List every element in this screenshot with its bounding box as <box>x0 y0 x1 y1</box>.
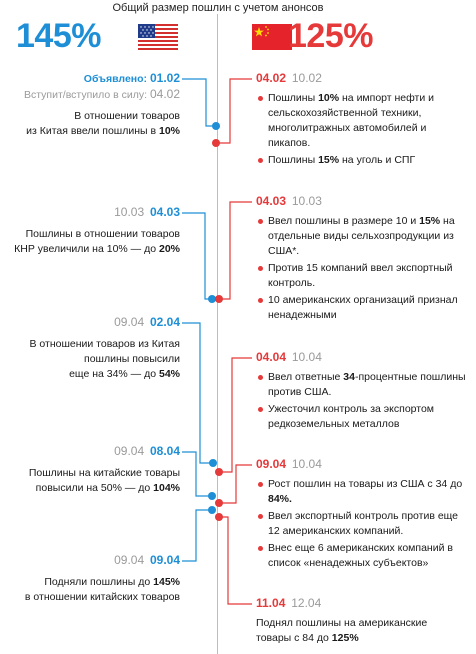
us-event-5: 09.04 09.04 Подняли пошлины до 145% в от… <box>8 553 180 605</box>
us-event-5-announced-date: 09.04 <box>149 553 180 567</box>
us-event-3-value: 54% <box>158 368 180 380</box>
us-event-4-text-a: Пошлины на китайские товары <box>28 467 180 479</box>
cn-event-3: 04.04 10.04 Ввел ответные 34-процентные … <box>256 350 470 432</box>
us-connector-3 <box>182 322 213 464</box>
us-event-4-announced-date: 08.04 <box>149 444 180 458</box>
us-dot-2 <box>208 295 216 303</box>
cn-event-2: 04.03 10.03 Ввел пошлины в размере 10 и … <box>256 194 470 323</box>
cn-event-5-line-b: товары с 84 до 125% <box>256 631 470 646</box>
cn-event-5-announced-date: 11.04 <box>256 596 286 610</box>
us-event-2-line-b: КНР увеличили на 10% — до 20% <box>8 242 180 257</box>
us-event-5-text-a: Подняли пошлины до <box>44 576 154 588</box>
us-event-1-effective-date: 04.02 <box>149 87 180 101</box>
us-event-3-text-c: еще на 34% — до <box>69 368 159 380</box>
us-event-3-effective-date: 09.04 <box>114 315 145 329</box>
cn-connector-2 <box>220 201 252 300</box>
us-event-1-value: 10% <box>158 125 180 137</box>
us-event-1-text-b: из Китая ввели пошлины в <box>26 125 159 137</box>
us-event-2-text-a: Пошлины в отношении товаров <box>25 228 180 240</box>
us-event-4-value: 104% <box>153 482 180 494</box>
us-flag-icon <box>138 24 178 50</box>
us-dot-1 <box>212 122 220 130</box>
us-event-1-effective-label: Вступит/вступило в силу: <box>23 89 148 101</box>
us-connector-1 <box>182 78 214 127</box>
cn-event-2-bullet-1: Ввел пошлины в размере 10 и 15% на отдел… <box>256 214 470 259</box>
cn-event-3-announced-date: 04.04 <box>256 350 287 364</box>
header-title: Общий размер пошлин с учетом анонсов <box>112 2 324 14</box>
cn-event-4: 09.04 10.04 Рост пошлин на товары из США… <box>256 457 470 571</box>
us-event-2: 10.03 04.03 Пошлины в отношении товаров … <box>8 205 180 257</box>
us-event-3-text-b: пошлины повысили <box>84 353 180 365</box>
us-event-4-line-b: повысили на 50% — до 104% <box>8 481 180 496</box>
cn-event-2-effective-date: 10.03 <box>291 194 322 208</box>
cn-event-2-bullet-3: 10 американских организаций признал нена… <box>256 293 470 323</box>
cn-connector-5 <box>218 516 252 605</box>
cn-dot-1 <box>212 139 220 147</box>
us-dot-4 <box>208 492 216 500</box>
us-event-4-text-b: повысили на 50% — до <box>35 482 154 494</box>
cn-event-5-value: 125% <box>331 632 359 644</box>
us-event-5-effective-date: 09.04 <box>114 553 145 567</box>
cn-event-5-text-b: товары с 84 до <box>256 632 332 644</box>
us-event-1-announced-date: 01.02 <box>149 71 180 85</box>
us-event-5-text-b: в отношении китайских товаров <box>24 591 180 603</box>
us-connector-4 <box>182 451 213 497</box>
us-event-1-line-b: из Китая ввели пошлины в 10% <box>8 124 180 139</box>
us-event-2-text-b: КНР увеличили на 10% — до <box>14 243 159 255</box>
us-event-1-text-a: В отношении товаров <box>74 110 180 122</box>
us-total-tariff: 145% <box>16 17 101 55</box>
us-event-2-value: 20% <box>158 243 180 255</box>
cn-event-5: 11.04 12.04 Поднял пошлины на американск… <box>256 596 470 646</box>
cn-event-5-effective-date: 12.04 <box>291 596 322 610</box>
us-event-5-value: 145% <box>153 576 180 588</box>
cn-event-3-bullet-1: Ввел ответные 34-процентные пошлины прот… <box>256 370 470 400</box>
us-event-4: 09.04 08.04 Пошлины на китайские товары … <box>8 444 180 496</box>
cn-event-1-bullet-2: Пошлины 15% на уголь и СПГ <box>256 153 470 168</box>
us-event-2-announced-date: 04.03 <box>149 205 180 219</box>
cn-connector-4 <box>220 464 252 504</box>
cn-event-1-effective-date: 10.02 <box>291 71 322 85</box>
cn-event-4-bullet-1: Рост пошлин на товары из США с 34 до 84%… <box>256 477 470 507</box>
us-event-3-line-c: еще на 34% — до 54% <box>8 367 180 382</box>
us-dot-3 <box>209 459 217 467</box>
cn-event-3-effective-date: 10.04 <box>291 350 322 364</box>
cn-event-4-bullet-3: Внес еще 6 американских компаний в списо… <box>256 541 470 571</box>
cn-connector-3 <box>220 357 252 473</box>
cn-event-1-announced-date: 04.02 <box>256 71 287 85</box>
us-event-2-effective-date: 10.03 <box>114 205 145 219</box>
cn-event-5-text-a: Поднял пошлины на американские <box>256 617 428 629</box>
cn-event-3-bullet-2: Ужесточил контроль за экспортом редкозем… <box>256 402 470 432</box>
us-event-1-announced-label: Объявлено: <box>83 73 148 85</box>
china-total-tariff: 125% <box>288 17 373 55</box>
us-connector-2 <box>182 212 214 300</box>
us-event-4-effective-date: 09.04 <box>114 444 145 458</box>
cn-event-4-effective-date: 10.04 <box>291 457 322 471</box>
us-connector-5 <box>182 509 213 562</box>
us-event-3: 09.04 02.04 В отношении товаров из Китая… <box>8 315 181 382</box>
cn-event-2-bullet-2: Против 15 компаний ввел экспортный контр… <box>256 261 470 291</box>
cn-connector-1 <box>218 78 252 144</box>
timeline-axis <box>217 14 218 654</box>
us-dot-5 <box>208 506 216 514</box>
cn-event-2-announced-date: 04.03 <box>256 194 287 208</box>
us-event-1: Объявлено: 01.02 Вступит/вступило в силу… <box>8 71 180 139</box>
cn-event-4-announced-date: 09.04 <box>256 457 287 471</box>
cn-event-1: 04.02 10.02 Пошлины 10% на импорт нефти … <box>256 71 470 168</box>
cn-event-1-bullet-1: Пошлины 10% на импорт нефти и сельскохоз… <box>256 91 470 151</box>
cn-event-4-bullet-2: Ввел экспортный контроль против еще 12 а… <box>256 509 470 539</box>
us-event-5-line-a: Подняли пошлины до 145% <box>8 575 180 590</box>
us-event-3-text-a: В отношении товаров из Китая <box>29 338 181 350</box>
us-event-3-announced-date: 02.04 <box>149 315 180 329</box>
china-flag-icon <box>252 24 292 50</box>
